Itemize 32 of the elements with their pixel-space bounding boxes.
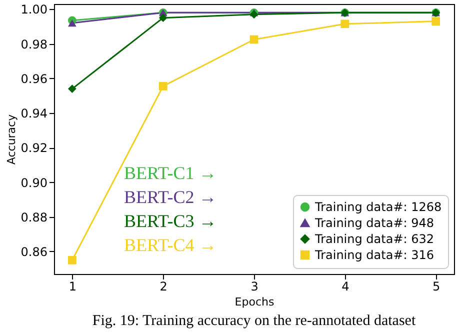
y-tick-label: 0.86	[20, 245, 48, 259]
x-tick-label: 1	[68, 280, 76, 294]
y-tick-label: 0.90	[20, 176, 48, 190]
point	[250, 35, 258, 44]
legend-label: Training data#: 316	[314, 248, 434, 262]
legend-label: Training data#: 632	[314, 232, 434, 246]
point	[158, 82, 168, 90]
x-tick-label: 3	[250, 280, 258, 294]
annotation: BERT-C3 →	[124, 211, 217, 231]
annotation: BERT-C4 →	[124, 235, 217, 255]
point	[432, 17, 440, 26]
x-tick-label: 4	[342, 280, 350, 294]
y-axis-title: Accuracy	[4, 114, 18, 165]
x-tick-label: 2	[160, 280, 168, 294]
y-tick-label: 0.94	[20, 106, 48, 121]
y-tick-label: 0.96	[20, 72, 48, 86]
y-tick-label: 1.00	[20, 2, 48, 17]
point	[68, 256, 76, 264]
annotation: BERT-C2 →	[124, 187, 217, 207]
legend-label: Training data#: 948	[314, 216, 434, 230]
x-tick-label: 5	[432, 280, 440, 294]
point	[68, 19, 76, 27]
y-tick-label: 0.92	[20, 141, 48, 156]
x-axis-title: Epochs	[234, 296, 274, 308]
point	[68, 84, 76, 93]
point	[340, 20, 350, 28]
point	[158, 14, 168, 22]
caption: Fig. 19: Training accuracy on the re-annotated dataset	[92, 313, 416, 329]
y-tick-label: 0.98	[20, 37, 48, 52]
legend-label: Training data#: 1268	[314, 200, 442, 214]
annotation: BERT-C1 →	[124, 163, 217, 183]
y-tick-label: 0.88	[20, 210, 48, 224]
